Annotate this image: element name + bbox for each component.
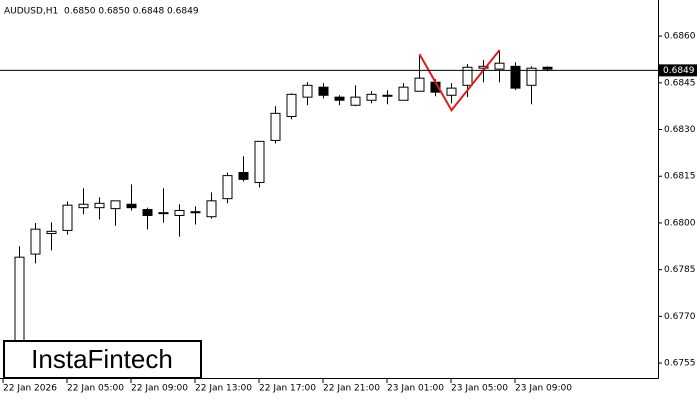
plot-area [14, 49, 553, 378]
candle-body [542, 66, 553, 70]
candle-body [30, 228, 41, 255]
candle-body [334, 96, 345, 101]
candle-body [254, 140, 265, 183]
candle-body [526, 67, 537, 86]
candle-body [446, 87, 457, 96]
y-tick-label: 0.6800 [664, 218, 696, 228]
x-tick-label: 23 Jan 01:00 [387, 384, 444, 394]
watermark: InstaFintech [31, 344, 173, 374]
last-price-label: 0.6849 [663, 66, 695, 76]
chart-title: AUDUSD,H1 [4, 7, 58, 17]
candle-body [62, 204, 73, 231]
x-tick-label: 22 Jan 13:00 [195, 384, 252, 394]
candle-body [414, 77, 425, 92]
y-tick-label: 0.6785 [664, 265, 696, 275]
candle-body [318, 86, 329, 96]
candle-body [174, 209, 185, 216]
candle-body [238, 171, 249, 180]
x-tick-label: 22 Jan 17:00 [259, 384, 316, 394]
x-tick-label: 23 Jan 05:00 [451, 384, 508, 394]
candle-body [190, 211, 201, 214]
y-tick-label: 0.6860 [664, 32, 696, 42]
candle-body [158, 212, 169, 215]
candle-body [478, 65, 489, 69]
candle-body [94, 202, 105, 209]
last-price-box [659, 64, 697, 77]
y-tick-label: 0.6830 [664, 125, 696, 135]
y-tick-label: 0.6845 [664, 78, 696, 88]
candle-body [510, 65, 521, 89]
y-tick-label: 0.6755 [664, 359, 696, 369]
ohlc-text: 0.6850 0.6850 0.6848 0.6849 [64, 7, 199, 17]
candle-body [286, 93, 297, 117]
x-tick-label: 22 Jan 09:00 [131, 384, 188, 394]
candle-body [142, 209, 153, 216]
y-tick-label: 0.6770 [664, 312, 696, 322]
x-tick-label: 22 Jan 2026 [3, 384, 57, 394]
candle-body [494, 62, 505, 70]
candle-body [302, 84, 313, 98]
candle-body [46, 230, 57, 235]
candle-body [126, 203, 137, 209]
candle-body [366, 93, 377, 101]
candle-body [222, 175, 233, 200]
x-tick-label: 22 Jan 21:00 [323, 384, 380, 394]
watermark-box [3, 340, 202, 379]
candle-body [206, 200, 217, 218]
candle-body [382, 94, 393, 97]
candle-body [398, 86, 409, 101]
candle-body [78, 203, 89, 209]
candle-body [462, 66, 473, 86]
x-tick-label: 22 Jan 05:00 [67, 384, 124, 394]
candle-body [270, 112, 281, 141]
x-tick-label: 23 Jan 09:00 [515, 384, 572, 394]
candle-body [110, 200, 121, 210]
y-tick-label: 0.6815 [664, 172, 696, 182]
candle-body [350, 96, 361, 106]
